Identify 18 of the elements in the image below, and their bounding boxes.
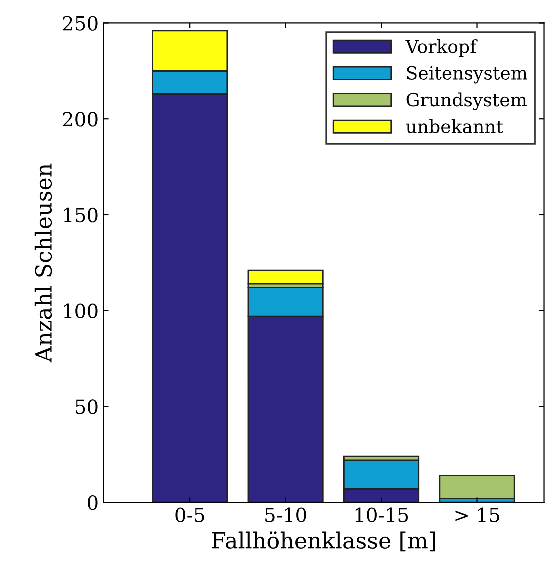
y-tick-label: 200 <box>63 112 98 127</box>
bar <box>439 475 516 500</box>
x-tick-label: 0-5 <box>176 508 204 522</box>
x-tick-label: > 15 <box>456 508 500 522</box>
y-tick-label: 0 <box>88 496 98 510</box>
legend-label: Seitensystem <box>407 66 528 84</box>
bar <box>248 270 324 285</box>
y-tick-label: 50 <box>76 400 98 414</box>
y-tick-label: 100 <box>64 304 98 318</box>
y-axis-title: Anzahl Schleusen <box>34 164 52 363</box>
legend-label: Vorkopf <box>406 39 478 57</box>
y-tick-label: 250 <box>63 16 98 31</box>
x-tick-label: 5-10 <box>266 508 306 522</box>
legend-label: Grundsystem <box>406 92 527 110</box>
x-tick-label: 10-15 <box>356 508 408 522</box>
y-tick-label: 150 <box>64 208 98 223</box>
x-axis-title: Fallhöhenklasse [m] <box>212 532 436 552</box>
legend-label: unbekannt <box>406 120 504 134</box>
